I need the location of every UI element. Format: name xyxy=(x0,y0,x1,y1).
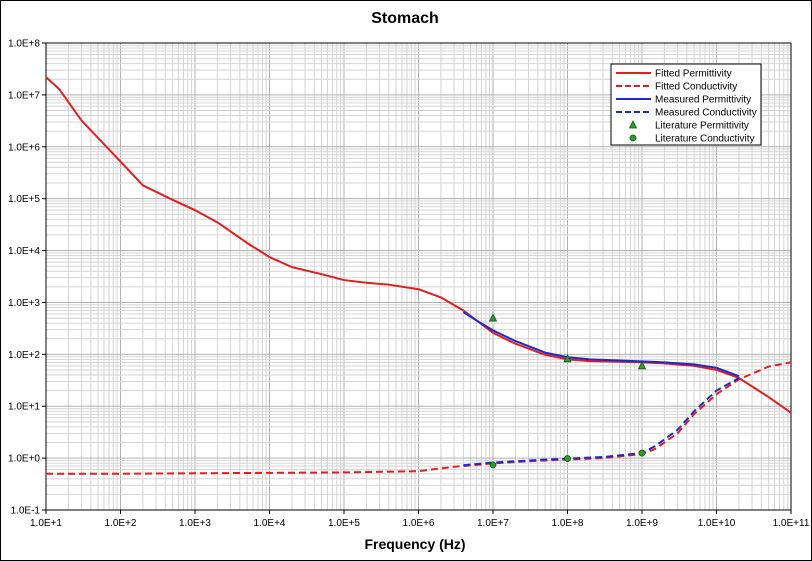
literature-permittivity-point xyxy=(563,353,572,363)
chart-title: Stomach xyxy=(371,10,439,27)
literature-conductivity-point xyxy=(638,449,646,457)
marker-layer xyxy=(488,313,647,469)
y-tick-label: 1.0E+2 xyxy=(8,350,40,361)
legend-box xyxy=(610,63,762,146)
fitted-conductivity-legend-label: Fitted Conductivity xyxy=(655,82,737,93)
y-tick-label: 1.0E+8 xyxy=(8,39,40,50)
x-tick-label: 1.0E+5 xyxy=(328,518,360,529)
x-tick-label: 1.0E+2 xyxy=(105,518,137,529)
literature-permittivity-legend-marker xyxy=(628,120,638,129)
y-tick-label: 1.0E-1 xyxy=(11,506,41,517)
legend: Fitted Permittivity Fitted Conductivity Me… xyxy=(610,63,762,146)
x-tick-label: 1.0E+7 xyxy=(477,518,509,529)
measured-permittivity-legend-label: Measured Permittivity xyxy=(655,95,751,106)
axis-ticks: 1.0E+1 1.0E+2 1.0E+3 1.0E+4 1.0E+5 1.0E+6 1.0E… xyxy=(8,39,810,530)
measured-conductivity-legend-label: Measured Conductivity xyxy=(655,108,757,119)
x-tick-label: 1.0E+6 xyxy=(403,518,435,529)
y-tick-label: 1.0E+6 xyxy=(8,142,40,153)
x-tick-label: 1.0E+8 xyxy=(552,518,584,529)
fitted-permittivity-legend-label: Fitted Permittivity xyxy=(655,69,732,80)
x-tick-label: 1.0E+11 xyxy=(773,518,810,529)
y-tick-label: 1.0E+0 xyxy=(8,454,40,465)
y-tick-label: 1.0E+1 xyxy=(8,402,40,413)
literature-conductivity-legend-label: Literature Conductivity xyxy=(655,134,755,145)
x-tick-label: 1.0E+9 xyxy=(626,518,658,529)
literature-permittivity-point xyxy=(637,360,647,370)
literature-conductivity-point xyxy=(564,455,571,462)
y-tick-label: 1.0E+7 xyxy=(8,90,40,101)
measured-permittivity-line xyxy=(462,311,740,378)
x-tick-label: 1.0E+3 xyxy=(179,518,211,529)
x-axis-title: Frequency (Hz) xyxy=(364,536,465,552)
literature-conductivity-point xyxy=(489,461,497,469)
x-tick-label: 1.0E+10 xyxy=(698,518,736,529)
x-tick-label: 1.0E+1 xyxy=(30,518,62,529)
literature-permittivity-legend-label: Literature Permittivity xyxy=(655,121,749,132)
grid-lines xyxy=(45,43,791,511)
literature-conductivity-legend-marker xyxy=(629,134,637,142)
x-tick-label: 1.0E+4 xyxy=(254,518,286,529)
literature-permittivity-point xyxy=(488,313,498,322)
y-tick-label: 1.0E+4 xyxy=(8,246,40,257)
y-tick-label: 1.0E+5 xyxy=(8,194,40,205)
y-tick-label: 1.0E+3 xyxy=(8,298,40,309)
